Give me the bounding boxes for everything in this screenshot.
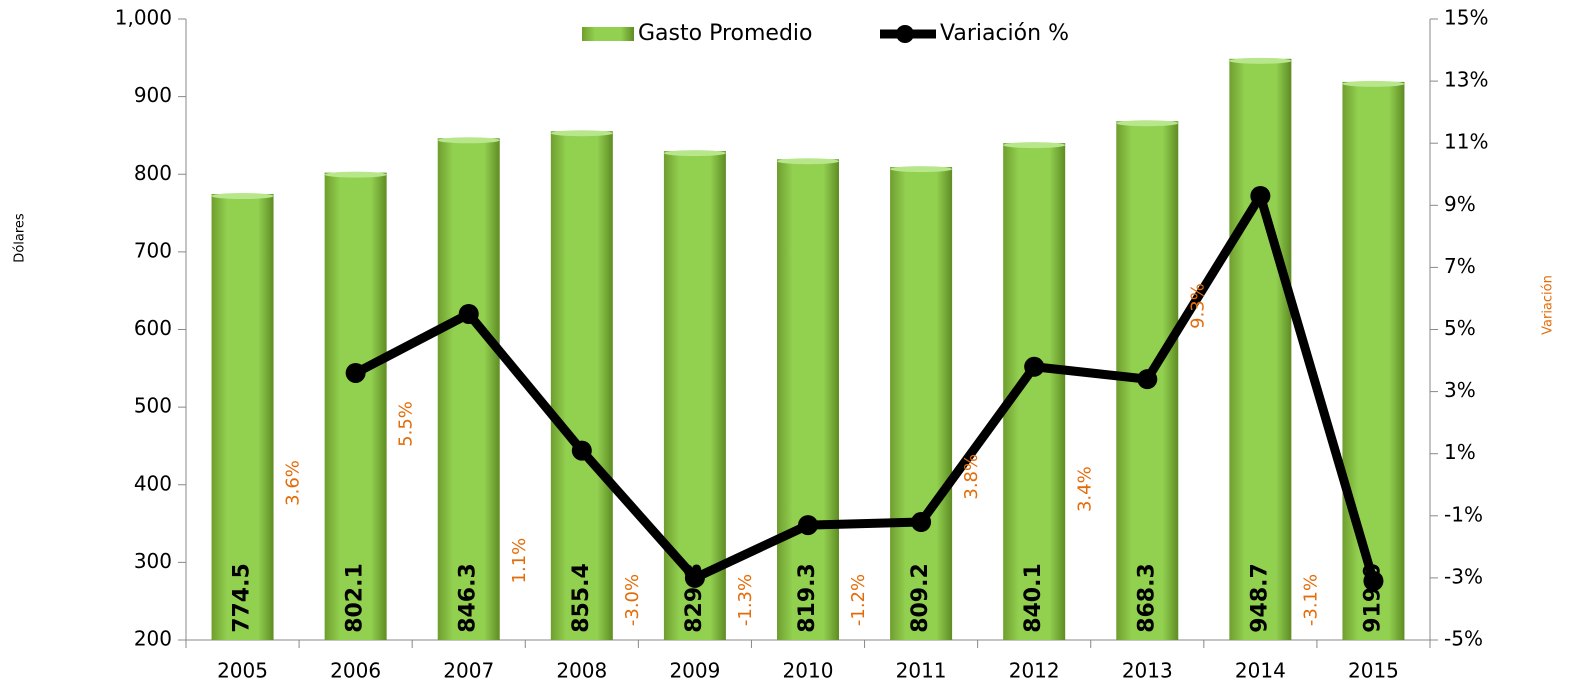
line-value-label: 3.6% [283,460,304,506]
line-value-label: 1.1% [509,538,530,584]
bar-value-label: 819.3 [795,563,820,633]
x-tick-label: 2015 [1348,659,1399,683]
y2-tick-label: 15% [1444,6,1488,30]
line-marker [458,303,479,324]
bar [324,172,387,640]
y2-tick-label: 11% [1444,130,1488,154]
y2-tick-label: 3% [1444,378,1476,402]
y2-tick-label: -5% [1444,627,1483,651]
bar [777,159,839,640]
x-tick-label: 2010 [783,659,834,683]
bar-cap [1116,120,1179,127]
bar-cap [324,171,387,178]
bar-cap [1003,142,1066,149]
line-marker [798,515,818,536]
line-marker [1250,185,1271,206]
x-tick-label: 2014 [1235,659,1286,683]
line-marker [684,567,705,588]
y2-axis-title: Variación [1541,275,1556,335]
bar-cap [1342,80,1405,87]
bar-value-label: 855.4 [569,563,594,633]
bar-cap [550,130,613,137]
bar [1342,81,1405,641]
bar-cap [777,158,839,165]
legend-swatch [582,27,634,41]
bar-value-label: 829.8 [682,563,707,633]
bar-value-label: 802.1 [343,563,368,633]
bar [890,167,953,640]
line-value-label: 5.5% [396,401,417,447]
y2-tick-label: 1% [1444,440,1476,464]
y2-tick-label: -1% [1444,502,1483,526]
x-tick-label: 2006 [330,659,381,683]
bar-cap [663,150,726,157]
bar-value-label: 948.7 [1247,563,1272,633]
x-tick-label: 2007 [443,659,494,683]
y2-tick-label: 9% [1444,192,1476,216]
bar-value-label: 919.0 [1360,563,1385,633]
y2-tick-label: -3% [1444,564,1483,588]
y2-tick-label: 7% [1444,254,1476,278]
legend-label: Variación % [940,21,1069,46]
bar-cap [211,193,274,200]
line-value-label: 9.3% [1187,283,1208,329]
line-marker [1137,369,1158,390]
legend-marker [896,25,914,43]
line-value-label: -1.2% [848,574,869,626]
bar-cap [890,166,953,173]
line-value-label: 3.8% [961,454,982,500]
y-axis-title: Dólares [13,213,28,263]
bar-cap [437,137,500,144]
line-value-label: -1.3% [735,574,756,626]
bar-value-label: 774.5 [230,563,255,633]
x-tick-label: 2009 [669,659,720,683]
y-tick-label: 800 [134,161,172,185]
bar-value-label: 809.2 [908,563,933,633]
y-tick-label: 300 [134,549,172,573]
bar [550,131,613,641]
x-tick-label: 2008 [556,659,607,683]
line-marker [1024,356,1045,377]
y-tick-label: 900 [134,83,172,107]
line-marker [911,512,932,533]
y-tick-label: 400 [134,471,172,495]
y-tick-label: 600 [134,316,172,340]
line-value-label: 3.4% [1074,466,1095,512]
y-tick-label: 1,000 [115,6,172,30]
bar-value-label: 868.3 [1134,563,1159,633]
line-value-label: -3.0% [622,574,643,626]
bar [211,194,274,640]
bar-cap [1229,57,1292,64]
y2-tick-label: 5% [1444,316,1476,340]
line [353,191,1378,583]
x-tick-label: 2013 [1122,659,1173,683]
line-marker [345,362,366,383]
y2-tick-label: 13% [1444,68,1488,92]
x-tick-label: 2011 [896,659,947,683]
y-tick-label: 500 [134,394,172,418]
y-tick-label: 200 [134,627,172,651]
bar [437,138,500,640]
x-tick-label: 2012 [1009,659,1060,683]
bar-value-label: 846.3 [456,563,481,633]
line-marker [571,440,592,461]
line-marker [1363,571,1384,592]
y-tick-label: 700 [134,238,172,262]
bar [1229,58,1292,640]
line-value-label: -3.1% [1300,574,1321,626]
legend-label: Gasto Promedio [638,21,812,46]
x-tick-label: 2005 [217,659,268,683]
bar-value-label: 840.1 [1021,563,1046,633]
